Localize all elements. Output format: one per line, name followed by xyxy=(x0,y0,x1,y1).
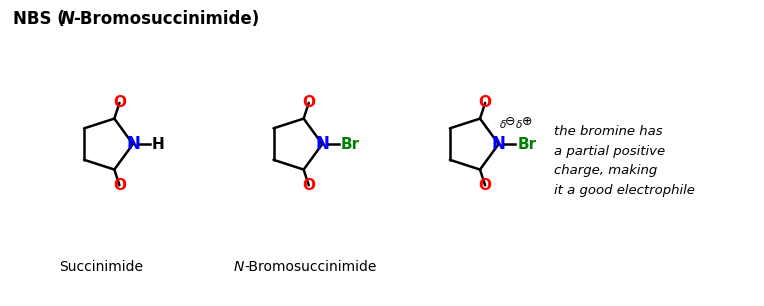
Text: Succinimide: Succinimide xyxy=(59,260,143,274)
Text: O: O xyxy=(303,178,316,193)
Text: O: O xyxy=(113,95,126,110)
Text: the bromine has
a partial positive
charge, making
it a good electrophile: the bromine has a partial positive charg… xyxy=(555,125,695,197)
Text: O: O xyxy=(303,95,316,110)
Text: N: N xyxy=(234,260,244,274)
Text: N: N xyxy=(60,10,74,28)
Text: O: O xyxy=(113,178,126,193)
Text: -Bromosuccinimide: -Bromosuccinimide xyxy=(244,260,377,274)
Text: N: N xyxy=(316,135,329,153)
Text: NBS (: NBS ( xyxy=(13,10,65,28)
Text: Br: Br xyxy=(517,136,536,151)
Text: N: N xyxy=(492,135,506,153)
Text: ⊕: ⊕ xyxy=(522,114,533,128)
Text: δ: δ xyxy=(500,120,506,130)
Text: O: O xyxy=(478,95,491,110)
Text: ⊖: ⊖ xyxy=(505,114,515,128)
Text: -Bromosuccinimide): -Bromosuccinimide) xyxy=(73,10,259,28)
Text: H: H xyxy=(151,136,164,151)
Text: O: O xyxy=(478,178,491,193)
Text: Br: Br xyxy=(341,136,360,151)
Text: δ: δ xyxy=(516,120,523,130)
Text: N: N xyxy=(126,135,140,153)
